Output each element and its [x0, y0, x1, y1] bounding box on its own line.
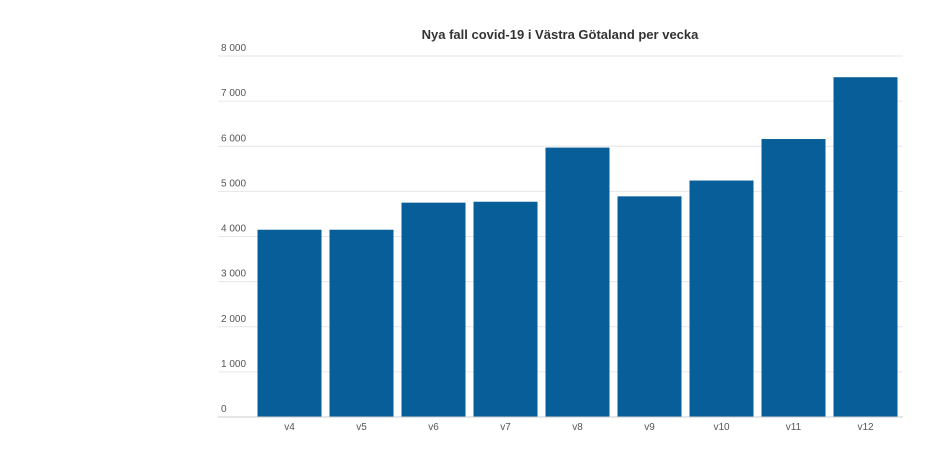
bar-v6 — [401, 202, 466, 417]
y-tick-label: 2 000 — [221, 314, 246, 325]
bar-v5 — [329, 229, 394, 417]
y-tick-label: 7 000 — [221, 88, 246, 99]
x-tick-label: v5 — [356, 422, 367, 433]
x-tick-label: v7 — [500, 422, 511, 433]
x-tick-label: v11 — [786, 422, 802, 433]
bar-v8 — [545, 147, 610, 417]
y-tick-label: 0 — [221, 404, 227, 415]
x-tick-label: v8 — [572, 422, 583, 433]
bar-v7 — [473, 201, 538, 417]
y-tick-label: 8 000 — [221, 43, 246, 54]
y-tick-label: 1 000 — [221, 359, 246, 370]
bar-v9 — [617, 196, 682, 417]
x-tick-label: v6 — [428, 422, 439, 433]
y-tick-label: 3 000 — [221, 269, 246, 280]
y-tick-label: 4 000 — [221, 224, 246, 235]
bar-v11 — [761, 139, 826, 417]
bar-v10 — [689, 180, 754, 417]
x-tick-label: v9 — [644, 422, 655, 433]
x-tick-label: v12 — [857, 422, 874, 433]
x-tick-label: v4 — [284, 422, 295, 433]
x-tick-label: v10 — [713, 422, 730, 433]
y-tick-label: 5 000 — [221, 178, 246, 189]
bar-v4 — [257, 229, 322, 417]
bar-v12 — [833, 77, 898, 418]
chart-title: Nya fall covid-19 i Västra Götaland per … — [421, 27, 699, 42]
y-tick-label: 6 000 — [221, 133, 246, 144]
